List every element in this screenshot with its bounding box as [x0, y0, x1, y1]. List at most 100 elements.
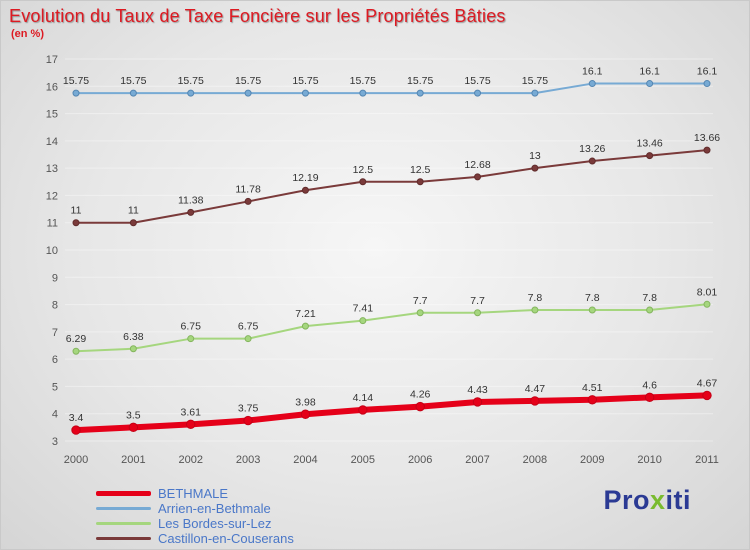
y-tick-label: 14: [46, 136, 58, 148]
value-label: 15.75: [292, 75, 318, 87]
data-point: [646, 152, 654, 160]
data-point: [72, 219, 80, 227]
data-point: [72, 347, 80, 355]
value-label: 3.98: [295, 396, 316, 408]
data-point: [703, 80, 711, 88]
data-point: [187, 335, 195, 343]
x-tick-label: 2003: [236, 454, 260, 466]
value-label: 3.61: [181, 406, 202, 418]
data-point: [301, 186, 309, 194]
data-point: [703, 146, 711, 154]
data-point: [472, 397, 483, 407]
data-point: [186, 419, 196, 430]
legend: BETHMALE Arrien-en-Bethmale Les Bordes-sur…: [96, 486, 294, 546]
value-label: 11.38: [178, 194, 204, 206]
y-tick-label: 8: [52, 300, 58, 312]
value-label: 4.6: [642, 379, 657, 391]
data-point: [703, 300, 711, 308]
value-label: 15.75: [235, 75, 261, 87]
data-point: [530, 396, 540, 406]
y-tick-label: 10: [46, 245, 58, 257]
value-label: 13.66: [694, 132, 720, 144]
series-line: [75, 303, 708, 353]
x-tick-label: 2006: [408, 454, 432, 466]
data-point: [128, 422, 139, 433]
value-label: 8.01: [697, 286, 718, 298]
legend-label: Arrien-en-Bethmale: [158, 500, 271, 516]
data-point: [71, 425, 81, 435]
y-tick-label: 5: [52, 381, 58, 393]
value-label: 15.75: [464, 75, 490, 87]
x-tick-label: 2009: [580, 454, 604, 466]
value-label: 3.75: [238, 403, 259, 415]
legend-item: Castillon-en-Couserans: [96, 531, 294, 546]
value-label: 7.7: [413, 295, 428, 307]
data-point: [72, 89, 80, 97]
y-tick-label: 16: [46, 81, 58, 93]
y-tick-label: 7: [52, 327, 58, 339]
y-tick-label: 15: [46, 109, 58, 121]
series-line: [75, 149, 708, 224]
value-label: 12.68: [464, 159, 490, 171]
data-point: [531, 89, 539, 97]
data-point: [301, 322, 309, 330]
chart-title: Evolution du Taux de Taxe Foncière sur l…: [9, 6, 506, 26]
chart-subtitle: (en %): [11, 28, 44, 40]
data-point: [416, 309, 424, 317]
x-tick-label: 2001: [121, 454, 145, 466]
data-point: [129, 219, 137, 227]
data-point: [644, 392, 655, 403]
data-point: [416, 178, 424, 186]
x-tick-label: 2010: [637, 454, 661, 466]
data-point: [129, 345, 137, 353]
y-tick-label: 17: [46, 54, 58, 66]
value-label: 4.47: [525, 383, 546, 395]
logo-text-part: Pro: [603, 485, 650, 515]
data-point: [531, 306, 539, 314]
value-label: 15.75: [178, 75, 204, 87]
value-label: 15.75: [522, 75, 548, 87]
legend-swatch: [96, 521, 151, 525]
data-point: [359, 89, 367, 97]
data-point: [244, 197, 252, 205]
data-point: [474, 89, 482, 97]
data-point: [301, 89, 309, 97]
data-point: [416, 89, 424, 97]
legend-swatch: [96, 490, 151, 496]
value-label: 16.1: [697, 66, 718, 78]
value-label: 7.21: [295, 308, 316, 320]
x-tick-label: 2005: [351, 454, 375, 466]
x-tick-label: 2008: [523, 454, 547, 466]
series-line: [73, 392, 710, 434]
value-label: 16.1: [639, 66, 660, 78]
value-label: 15.75: [350, 75, 376, 87]
x-tick-label: 2000: [64, 454, 88, 466]
x-tick-label: 2004: [293, 454, 317, 466]
value-label: 4.26: [410, 389, 431, 401]
data-point: [359, 178, 367, 186]
value-label: 3.4: [69, 412, 84, 424]
data-point: [244, 335, 252, 343]
data-point: [588, 157, 596, 165]
legend-item: Arrien-en-Bethmale: [96, 500, 294, 516]
y-tick-label: 12: [46, 190, 58, 202]
value-label: 7.41: [353, 303, 374, 315]
x-tick-label: 2011: [695, 454, 719, 466]
y-tick-label: 13: [46, 163, 58, 175]
value-label: 6.29: [66, 333, 87, 345]
data-point: [588, 306, 596, 314]
y-tick-label: 9: [52, 272, 58, 284]
value-label: 7.7: [470, 295, 485, 307]
legend-label: Les Bordes-sur-Lez: [158, 515, 272, 531]
value-label: 11: [128, 205, 139, 217]
data-point: [358, 405, 368, 415]
value-label: 13: [529, 150, 541, 162]
data-point: [244, 89, 252, 97]
data-point: [588, 80, 596, 88]
y-tick-label: 11: [47, 218, 58, 230]
value-label: 16.1: [582, 66, 603, 78]
value-label: 15.75: [120, 75, 146, 87]
legend-swatch: [96, 536, 151, 540]
value-label: 11.78: [235, 183, 261, 195]
